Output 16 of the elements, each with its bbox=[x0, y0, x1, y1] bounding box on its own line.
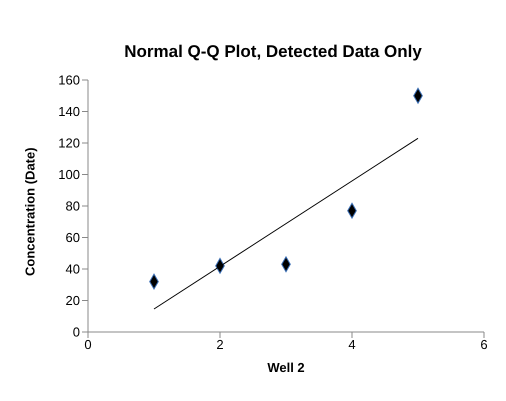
y-tick-label: 80 bbox=[66, 198, 80, 214]
y-tick-label: 20 bbox=[66, 293, 80, 308]
y-tick-label: 60 bbox=[66, 230, 80, 246]
x-tick-label: 2 bbox=[216, 337, 224, 352]
y-tick-label: 100 bbox=[58, 167, 80, 182]
x-tick-label: 4 bbox=[348, 337, 356, 352]
y-tick-label: 0 bbox=[72, 324, 80, 340]
x-tick-label: 6 bbox=[480, 337, 488, 352]
y-tick-label: 140 bbox=[58, 104, 80, 120]
y-tick-label: 160 bbox=[58, 72, 80, 88]
x-tick-label: 0 bbox=[84, 337, 92, 352]
y-axis-title: Concentration (Date) bbox=[22, 147, 38, 276]
chart-title: Normal Q-Q Plot, Detected Data Only bbox=[123, 42, 423, 62]
y-tick-label: 120 bbox=[58, 136, 80, 151]
y-tick-label: 40 bbox=[66, 262, 80, 277]
x-axis-title: Well 2 bbox=[267, 360, 305, 375]
